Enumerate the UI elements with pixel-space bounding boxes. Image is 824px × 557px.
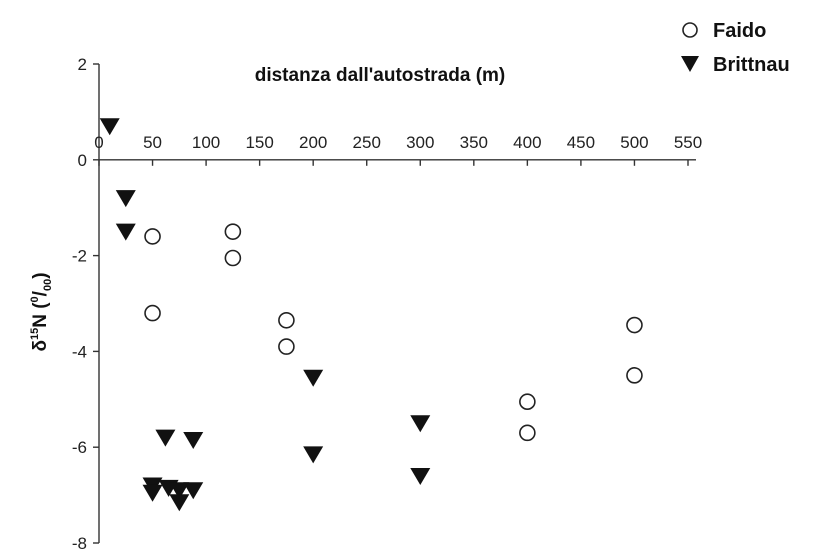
brittnau-point [115,223,136,241]
faido-point [224,249,242,267]
x-tick-label: 0 [94,133,103,152]
x-tick-label: 350 [460,133,488,152]
y-tick-label: 0 [78,151,87,170]
brittnau-point [183,482,204,500]
data-points [99,118,643,512]
brittnau-point [303,446,324,464]
brittnau-point [155,429,176,447]
legend-brittnau-marker [681,56,699,72]
x-tick-label: 100 [192,133,220,152]
faido-point [278,311,295,329]
faido-point [519,393,536,410]
x-tick-label: 550 [674,133,702,152]
x-tick-label: 300 [406,133,434,152]
legend-brittnau-label: Brittnau [713,54,790,76]
x-tick-label: 450 [567,133,595,152]
y-tick-label: 2 [78,55,87,74]
legend-faido-label: Faido [713,20,766,42]
y-tick-label: -4 [72,342,87,361]
x-tick-label: 400 [513,133,541,152]
brittnau-point [115,190,136,208]
brittnau-point [169,494,190,512]
svg-text:δ15N (0/00): δ15N (0/00) [29,272,54,351]
x-axis-title: distanza dall'autostrada (m) [255,65,506,86]
x-tick-label: 250 [353,133,381,152]
brittnau-point [99,118,120,136]
x-tick-label: 150 [245,133,273,152]
brittnau-point [410,415,431,433]
brittnau-point [142,484,163,502]
y-axis-title: δ15N (0/00) [29,272,54,351]
faido-point [144,228,161,245]
legend-faido-marker [682,22,698,38]
axes: -8 -6 -4 -2 0 2 0 50 100 150 200 250 300 350 400 450 500… [72,55,702,553]
x-tick-label: 200 [299,133,327,152]
legend: Faido Brittnau [681,20,790,76]
faido-point [626,316,643,334]
y-tick-label: -2 [72,247,87,266]
faido-point [626,367,643,384]
faido-point [519,424,536,442]
brittnau-point [410,467,431,485]
brittnau-point [303,369,324,387]
x-tick-label: 500 [620,133,648,152]
brittnau-point [169,482,190,500]
brittnau-point [183,432,204,450]
faido-point [278,338,295,355]
y-tick-label: -8 [72,534,87,553]
y-tick-label: -6 [72,438,87,457]
faido-point [224,223,242,240]
x-tick-label: 50 [143,133,162,152]
faido-point [144,304,161,322]
